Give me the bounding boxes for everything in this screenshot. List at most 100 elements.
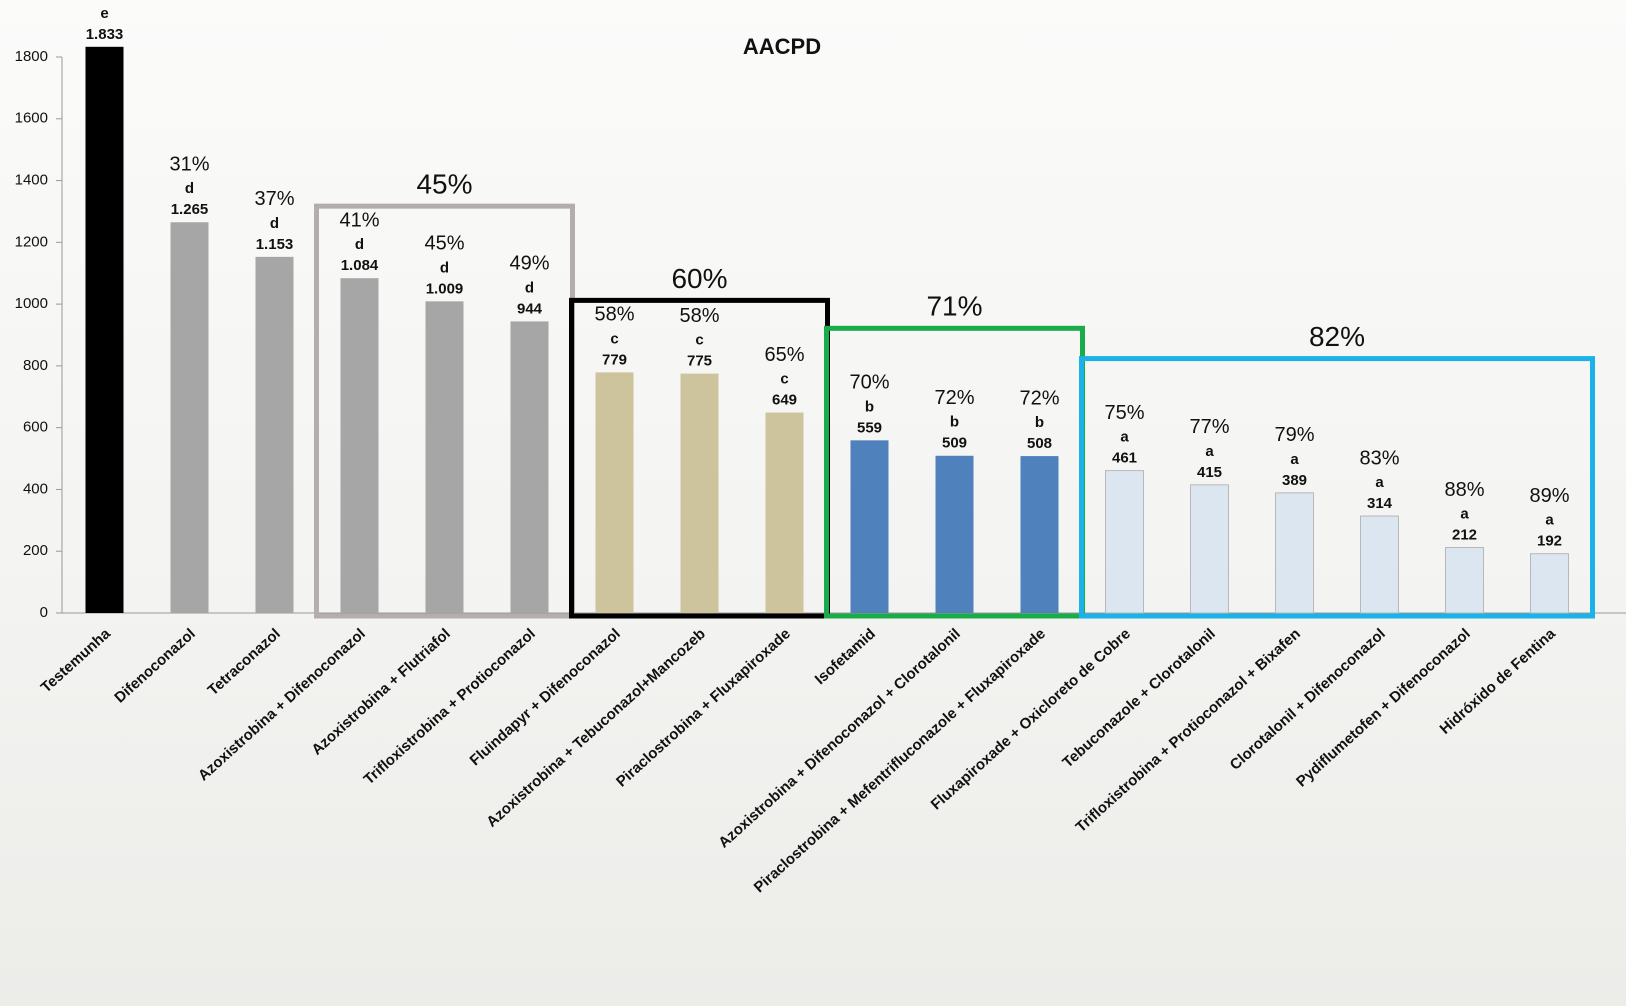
bar: [1020, 456, 1059, 613]
bar: [1190, 484, 1229, 614]
reduction-label: 72%: [1019, 387, 1059, 409]
reduction-label: 70%: [849, 372, 889, 394]
value-label: 508: [1027, 435, 1052, 452]
bar: [850, 440, 889, 613]
reduction-label: 45%: [424, 233, 464, 255]
reduction-label: 58%: [594, 304, 634, 326]
group-label: 71%: [926, 291, 982, 322]
bar: [1105, 470, 1144, 614]
group-label: 60%: [671, 263, 727, 294]
reduction-label: 58%: [679, 305, 719, 327]
value-label: 559: [857, 419, 882, 436]
letter-label: d: [270, 215, 279, 232]
value-label: 944: [517, 300, 543, 317]
bar: [1530, 553, 1569, 614]
reduction-label: 65%: [764, 344, 804, 366]
y-tick-label: 400: [23, 480, 48, 497]
y-tick-label: 1200: [15, 233, 48, 250]
letter-label: a: [1290, 451, 1299, 468]
bar: [595, 372, 634, 613]
x-tick-label: Trifloxistrobina + Protioconazol: [361, 625, 539, 788]
bar: [255, 256, 294, 613]
bar: [1275, 492, 1314, 614]
value-label: 212: [1452, 526, 1477, 543]
x-tick-label: Piraclostrobina + Mefentrifluconazole + …: [751, 625, 1049, 896]
x-tick-label: Isofetamid: [812, 625, 879, 688]
bar: [170, 222, 209, 613]
x-tick-label: Fluindapyr + Difenoconazol: [467, 625, 624, 769]
bar: [1360, 515, 1399, 614]
x-tick-label: Testemunha: [38, 625, 115, 696]
letter-label: d: [440, 259, 449, 276]
value-label: 461: [1112, 450, 1137, 467]
y-tick-label: 200: [23, 542, 48, 559]
value-label: 509: [942, 435, 967, 452]
bar: [765, 412, 804, 613]
letter-label: a: [1545, 512, 1554, 529]
letter-label: b: [865, 398, 874, 415]
group-box: [1079, 356, 1595, 619]
value-label: 1.265: [171, 201, 209, 218]
value-label: 1.084: [341, 257, 379, 274]
group-label: 82%: [1309, 321, 1365, 352]
x-tick-label: Pydiflumetofen + Difenoconazol: [1293, 625, 1474, 790]
value-label: 1.833: [86, 26, 124, 43]
x-tick-label: Tetraconazol: [205, 625, 284, 699]
bar: [340, 278, 379, 613]
chart-title: AACPD: [743, 34, 821, 59]
letter-label: d: [525, 279, 534, 296]
value-label: 192: [1537, 533, 1562, 550]
letter-label: c: [780, 370, 788, 387]
y-tick-label: 800: [23, 357, 48, 374]
bar: [1445, 547, 1484, 614]
reduction-label: 89%: [1529, 485, 1569, 507]
letter-label: e: [100, 5, 108, 22]
letter-label: c: [695, 332, 703, 349]
x-tick-label: Difenoconazol: [111, 625, 199, 706]
x-tick-label: Clorotalonil + Difenoconazol: [1227, 625, 1389, 773]
letter-label: a: [1460, 505, 1469, 522]
group-label: 45%: [416, 169, 472, 200]
y-tick-label: 0: [40, 604, 48, 621]
value-label: 775: [687, 353, 712, 370]
y-tick-label: 1000: [15, 295, 48, 312]
bar: [510, 321, 549, 613]
value-label: 389: [1282, 472, 1307, 489]
y-tick-label: 600: [23, 419, 48, 436]
letter-label: b: [1035, 414, 1044, 431]
reduction-label: 49%: [509, 253, 549, 275]
letter-label: d: [355, 236, 364, 253]
y-tick-label: 1600: [15, 110, 48, 127]
y-tick-label: 1400: [15, 172, 48, 189]
value-label: 1.009: [426, 280, 464, 297]
letter-label: a: [1205, 443, 1214, 460]
bar: [85, 46, 124, 614]
reduction-label: 31%: [169, 154, 209, 176]
reduction-label: 79%: [1274, 424, 1314, 446]
bar: [425, 301, 464, 613]
bar: [935, 455, 974, 613]
reduction-label: 72%: [934, 387, 974, 409]
value-label: 779: [602, 351, 627, 368]
x-tick-label: Azoxistrobina + Flutriafol: [308, 625, 453, 758]
bar: [680, 373, 719, 613]
letter-label: d: [185, 180, 194, 197]
reduction-label: 83%: [1359, 447, 1399, 469]
value-label: 314: [1367, 495, 1393, 512]
value-label: 1.153: [256, 236, 294, 253]
reduction-label: 41%: [339, 209, 379, 231]
x-tick-label: Azoxistrobina + Difenoconazol: [195, 625, 369, 784]
reduction-label: 37%: [254, 188, 294, 210]
reduction-label: 77%: [1189, 416, 1229, 438]
reduction-label: 75%: [1104, 402, 1144, 424]
letter-label: b: [950, 414, 959, 431]
x-tick-label: Tebuconazole + Clorotalonil: [1059, 625, 1219, 771]
value-label: 649: [772, 391, 797, 408]
reduction-label: 88%: [1444, 479, 1484, 501]
y-tick-label: 1800: [15, 48, 48, 65]
x-tick-label: Piraclostrobina + Fluxapiroxade: [613, 625, 794, 790]
letter-label: a: [1375, 474, 1384, 491]
value-label: 415: [1197, 464, 1222, 481]
letter-label: c: [610, 330, 618, 347]
